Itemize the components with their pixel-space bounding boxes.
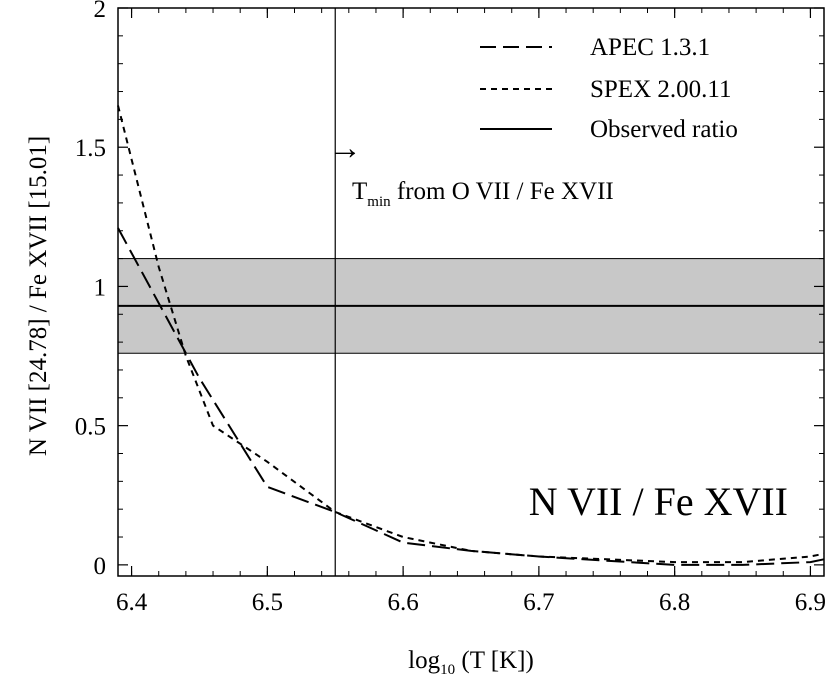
x-axis-label: log10 (T [K]) (408, 647, 534, 678)
y-tick-label: 2 (94, 0, 107, 23)
tmin-label: Tmin from O VII / Fe XVII (352, 178, 614, 210)
x-tick-label: 6.9 (795, 589, 826, 616)
y-tick-label: 0 (94, 553, 107, 580)
tmin-arrow: → (328, 130, 362, 167)
legend-label-spex: SPEX 2.00.11 (590, 76, 731, 103)
legend-label-apec: APEC 1.3.1 (590, 34, 710, 61)
series-line-apec (117, 227, 825, 566)
x-tick-label: 6.8 (659, 589, 690, 616)
y-tick-label: 0.5 (75, 414, 106, 441)
legend-label-observed: Observed ratio (590, 116, 738, 143)
x-tick-label: 6.6 (387, 589, 418, 616)
y-axis-label: N VII [24.78] / Fe XVII [15.01] (25, 136, 52, 456)
plot-frame (117, 7, 825, 577)
x-tick-label: 6.7 (523, 589, 554, 616)
x-tick-label: 6.5 (252, 589, 283, 616)
y-tick-label: 1 (94, 274, 107, 301)
legend: APEC 1.3.1 SPEX 2.00.11 Observed ratio (480, 34, 738, 143)
chart-title: N VII / Fe XVII (529, 479, 788, 524)
x-tick-label: 6.4 (116, 589, 148, 616)
y-tick-label: 1.5 (75, 135, 106, 162)
